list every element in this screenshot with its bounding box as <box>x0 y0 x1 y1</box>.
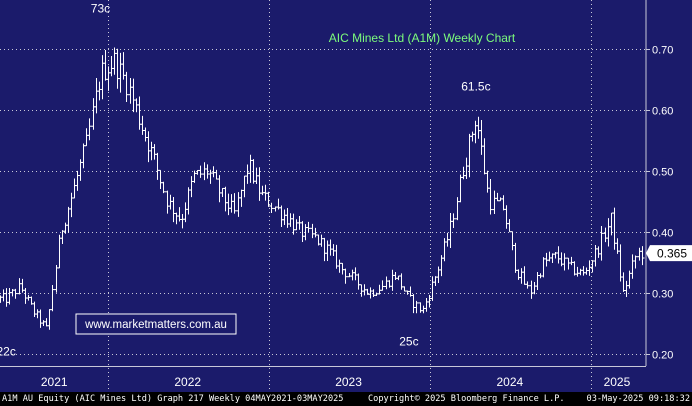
chart-annotations: 73c 22c 61.5c 25c AIC Mines Ltd (A1M) Weekly… <box>0 2 692 359</box>
price-annotation: 61.5c <box>461 80 490 94</box>
y-tick-label: 0.70 <box>652 45 673 57</box>
price-annotation: 73c <box>91 2 110 16</box>
x-axis: 2021 2022 2023 2024 2025 <box>0 366 646 389</box>
y-axis: 0.20 0.30 0.40 0.50 0.60 0.70 <box>645 0 692 392</box>
x-tick-label: 2023 <box>335 375 362 389</box>
x-tick-label: 2022 <box>174 375 201 389</box>
y-tick-label: 0.60 <box>652 106 673 118</box>
x-tick-label: 2021 <box>41 375 68 389</box>
watermark-text: www.marketmatters.com.au <box>84 319 227 331</box>
chart-grid <box>0 0 646 392</box>
current-price-label: 0.365 <box>657 247 687 261</box>
y-tick-label: 0.30 <box>652 289 673 301</box>
y-tick-label: 0.20 <box>652 350 673 362</box>
price-bars <box>0 47 645 330</box>
footer-timestamp: 03-May-2025 09:18:32 <box>586 394 690 404</box>
chart-footer: A1M AU Equity (AIC Mines Ltd) Graph 217 … <box>0 392 692 406</box>
footer-copyright: Copyright© 2025 Bloomberg Finance L.P. <box>368 394 565 404</box>
watermark-box <box>75 313 237 335</box>
price-annotation: 22c <box>0 345 16 359</box>
x-tick-label: 2024 <box>496 375 523 389</box>
y-tick-label: 0.40 <box>652 228 673 240</box>
x-tick-label: 2025 <box>604 375 631 389</box>
y-tick-label: 0.50 <box>652 167 673 179</box>
current-price-tag <box>646 245 692 262</box>
price-annotation: 25c <box>399 334 418 348</box>
y-axis-panel <box>646 0 692 392</box>
chart-title: AIC Mines Ltd (A1M) Weekly Chart <box>329 31 516 45</box>
footer-security-info: A1M AU Equity (AIC Mines Ltd) Graph 217 … <box>2 394 344 404</box>
